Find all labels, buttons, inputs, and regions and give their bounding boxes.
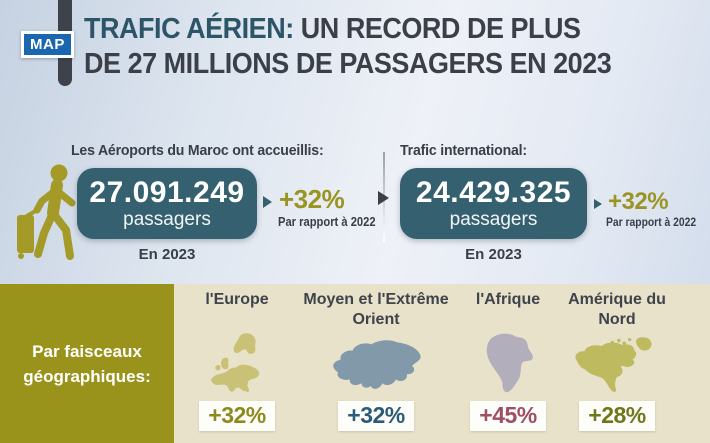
title-line1-rest: UN RECORD DE PLUS [300, 13, 581, 45]
north-america-map-icon [575, 337, 652, 392]
stat-international-delta: +32% [608, 188, 669, 215]
asia-map-icon [333, 340, 421, 389]
stat-national-delta-note: Par rapport à 2022 [278, 214, 376, 229]
stat-national-delta: +32% [279, 184, 345, 214]
section-divider-arrow-icon [378, 191, 389, 205]
region-name: l'Europe [205, 291, 269, 308]
region-delta-badge: +28% [579, 401, 655, 431]
region-middle-far-east: Moyen et l'Extrême Orient +32% [294, 284, 458, 443]
region-name: Amérique du Nord [568, 291, 666, 328]
page-title: TRAFIC AÉRIEN: UN RECORD DE PLUS DE 27 MI… [84, 12, 612, 82]
title-highlight: TRAFIC AÉRIEN: [84, 13, 294, 45]
region-europe: l'Europe +32% [182, 284, 292, 443]
stat-national-unit: passagers [123, 208, 211, 230]
stat-international-value-box: 24.429.325 passagers [400, 168, 587, 239]
title-line2: DE 27 MILLIONS DE PASSAGERS EN 2023 [84, 48, 612, 80]
region-delta-badge: +32% [199, 401, 275, 431]
stat-international-delta-note: Par rapport à 2022 [606, 215, 697, 229]
stat-national-heading: Les Aéroports du Maroc ont accueillis: [71, 142, 324, 159]
arrow-right-icon [594, 199, 602, 209]
europe-map-icon [211, 333, 260, 393]
stat-international-value: 24.429.325 [415, 175, 572, 209]
region-delta-badge: +45% [470, 401, 546, 431]
traveler-icon [17, 164, 76, 260]
arrow-right-icon [263, 196, 272, 208]
stat-international-heading: Trafic international: [400, 142, 527, 159]
stat-national-value: 27.091.249 [89, 175, 245, 209]
regions-label: Par faisceaux géographiques: [23, 341, 151, 386]
region-name: l'Afrique [475, 291, 541, 308]
region-north-america: Amérique du Nord +28% [558, 284, 676, 443]
map-logo: MAP [21, 31, 74, 58]
africa-map-icon [486, 333, 533, 393]
region-name: Moyen et l'Extrême Orient [303, 291, 449, 328]
regions-label-block: Par faisceaux géographiques: [0, 284, 174, 443]
region-africa: l'Afrique +45% [452, 284, 564, 443]
regions-band: Par faisceaux géographiques: l'Europe +3… [0, 284, 710, 443]
stat-national-period: En 2023 [138, 246, 196, 263]
region-delta-badge: +32% [338, 401, 414, 431]
stat-national-value-box: 27.091.249 passagers [77, 168, 257, 239]
stat-international-unit: passagers [449, 208, 538, 230]
stat-international-period: En 2023 [465, 246, 522, 263]
